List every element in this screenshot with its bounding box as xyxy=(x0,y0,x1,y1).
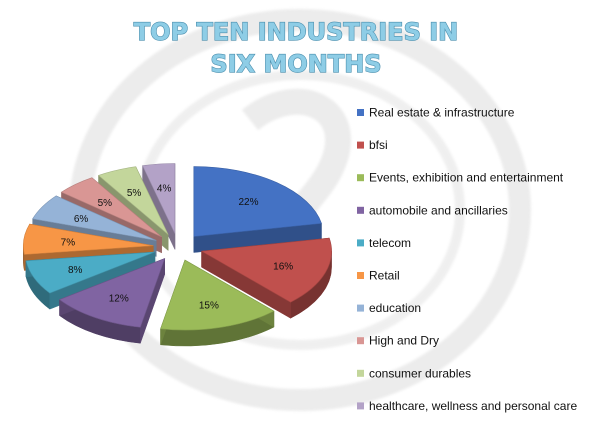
legend-item-high-and-dry: High and Dry xyxy=(357,334,439,348)
data-label-high-and-dry: 5% xyxy=(98,198,113,209)
pie-slice-real-estate-infrastructure xyxy=(193,166,322,253)
chart-title-line-1: TOP TEN INDUSTRIES IN xyxy=(134,18,458,46)
pie-chart: 22% 16% 15% 12% 8% 7% 6% 5% 5% 4% xyxy=(23,163,332,347)
legend-swatch xyxy=(357,141,364,149)
data-label-telecom: 8% xyxy=(68,265,83,276)
data-label-retail: 7% xyxy=(61,237,76,248)
legend-item-consumer-durables: consumer durables xyxy=(357,366,471,380)
legend-label: automobile and ancillaries xyxy=(369,203,508,217)
legend-item-healthcare-wellness-and-personal-care: healthcare, wellness and personal care xyxy=(357,399,577,413)
legend: Real estate & infrastructure bfsi Events, … xyxy=(357,106,577,413)
legend-item-telecom: telecom xyxy=(357,236,411,250)
legend-item-automobile-and-ancillaries: automobile and ancillaries xyxy=(357,203,508,217)
pie-slice-events-exhibition-and-entertainment xyxy=(160,259,275,347)
legend-swatch xyxy=(357,239,364,247)
legend-swatch xyxy=(357,369,364,377)
data-label-real-estate-infrastructure: 22% xyxy=(238,197,258,208)
legend-label: bfsi xyxy=(369,138,388,152)
legend-label: consumer durables xyxy=(369,366,471,380)
legend-item-bfsi: bfsi xyxy=(357,138,388,152)
data-label-education: 6% xyxy=(74,214,89,225)
data-label-healthcare-wellness-and-personal-care: 4% xyxy=(157,184,172,195)
legend-swatch xyxy=(357,304,364,312)
legend-label: High and Dry xyxy=(369,334,439,348)
data-label-automobile-and-ancillaries: 12% xyxy=(109,293,129,304)
legend-item-events-exhibition-and-entertainment: Events, exhibition and entertainment xyxy=(357,171,564,185)
legend-swatch xyxy=(357,272,364,279)
legend-label: education xyxy=(369,301,421,315)
data-label-bfsi: 16% xyxy=(273,261,293,272)
chart-title-line-2: SIX MONTHS xyxy=(210,50,381,78)
data-label-consumer-durables: 5% xyxy=(127,188,142,199)
legend-label: Retail xyxy=(369,269,400,283)
legend-item-education: education xyxy=(357,301,421,315)
pie-slice-bfsi xyxy=(200,237,332,319)
pie-slice-automobile-and-ancillaries xyxy=(58,257,166,344)
legend-label: Events, exhibition and entertainment xyxy=(369,171,564,185)
legend-item-retail: Retail xyxy=(357,269,400,283)
data-label-events-exhibition-and-entertainment: 15% xyxy=(199,300,219,311)
legend-label: telecom xyxy=(369,236,411,250)
legend-swatch xyxy=(357,174,364,182)
legend-label: healthcare, wellness and personal care xyxy=(369,399,577,413)
legend-label: Real estate & infrastructure xyxy=(369,106,515,120)
legend-swatch xyxy=(357,109,364,116)
legend-swatch xyxy=(357,206,364,214)
legend-swatch xyxy=(357,337,364,345)
legend-swatch xyxy=(357,402,364,410)
legend-item-real-estate-infrastructure: Real estate & infrastructure xyxy=(357,106,515,120)
